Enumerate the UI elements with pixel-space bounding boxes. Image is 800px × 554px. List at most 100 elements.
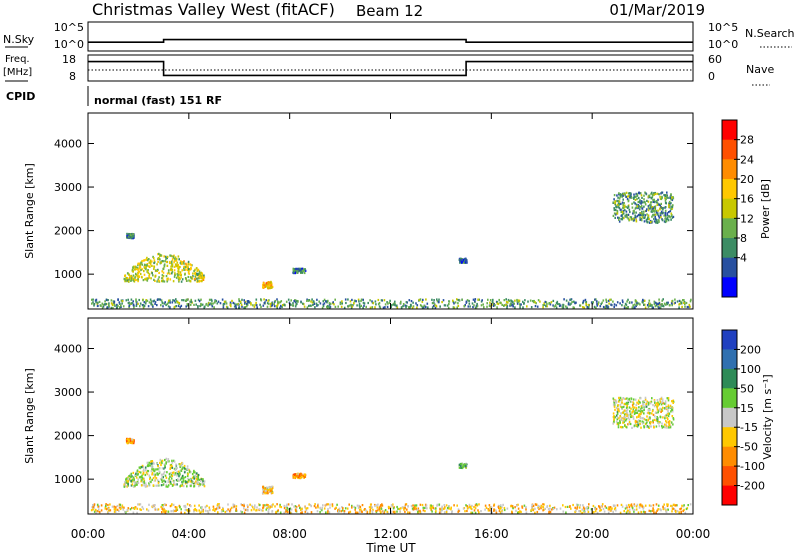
heatmap-cell	[122, 508, 125, 511]
heatmap-cell	[187, 262, 190, 265]
heatmap-cell	[650, 210, 653, 213]
heatmap-cell	[522, 306, 524, 309]
heatmap-cell	[275, 510, 277, 514]
heatmap-cell	[464, 463, 467, 466]
heatmap-cell	[642, 212, 645, 216]
heatmap-cell	[661, 425, 663, 428]
heatmap-cell	[206, 510, 209, 513]
heatmap-cell	[657, 403, 659, 406]
heatmap-cell	[134, 506, 136, 509]
heatmap-cell	[361, 504, 364, 507]
heatmap-cell	[637, 213, 640, 216]
heatmap-cell	[230, 305, 232, 308]
heatmap-cell	[140, 476, 143, 479]
heatmap-cell	[198, 509, 200, 512]
heatmap-cell	[408, 511, 411, 514]
heatmap-cell	[306, 511, 309, 514]
heatmap-cell	[637, 206, 639, 210]
heatmap-cell	[424, 505, 427, 508]
heatmap-cell	[135, 483, 138, 486]
heatmap-cell	[197, 279, 199, 282]
heatmap-cell	[514, 306, 516, 309]
heatmap-cell	[200, 478, 203, 481]
heatmap-cell	[585, 304, 588, 307]
heatmap-cell	[635, 407, 638, 410]
colorbar-tick-label: 24	[740, 153, 754, 166]
heatmap-cell	[573, 300, 575, 303]
heatmap-cell	[671, 302, 673, 305]
heatmap-cell	[458, 466, 461, 469]
heatmap-cell	[491, 303, 493, 306]
heatmap-cell	[270, 485, 273, 489]
heatmap-cell	[138, 275, 140, 278]
heatmap-cell	[639, 213, 642, 216]
heatmap-cell	[297, 473, 299, 476]
heatmap-cell	[372, 302, 375, 305]
heatmap-cell	[514, 299, 516, 302]
heatmap-cell	[265, 489, 267, 492]
heatmap-cell	[624, 419, 627, 422]
heatmap-cell	[163, 472, 165, 475]
heatmap-cell	[336, 503, 338, 506]
heatmap-cell	[322, 305, 325, 308]
heatmap-cell	[95, 301, 97, 304]
heatmap-cell	[264, 492, 266, 495]
heatmap-cell	[126, 442, 129, 445]
heatmap-cell	[616, 416, 619, 419]
heatmap-cell	[621, 505, 624, 508]
heatmap-cell	[656, 302, 658, 306]
heatmap-cell	[613, 198, 615, 201]
heatmap-cell	[671, 216, 674, 219]
heatmap-cell	[184, 505, 187, 509]
heatmap-cell	[641, 406, 643, 409]
heatmap-region	[90, 503, 692, 514]
heatmap-cell	[351, 506, 353, 509]
heatmap-cell	[523, 504, 526, 507]
heatmap-cell	[253, 506, 256, 509]
heatmap-cell	[161, 478, 163, 481]
heatmap-cell	[157, 508, 160, 511]
heatmap-cell	[145, 278, 148, 281]
heatmap-cell	[268, 489, 270, 492]
heatmap-cell	[194, 268, 196, 271]
heatmap-cell	[511, 511, 513, 514]
heatmap-cell	[415, 302, 417, 305]
heatmap-cell	[626, 401, 628, 404]
heatmap-cell	[160, 463, 162, 467]
heatmap-cell	[639, 397, 642, 400]
heatmap-cell	[666, 217, 669, 221]
heatmap-cell	[202, 278, 205, 281]
heatmap-cell	[671, 505, 673, 508]
heatmap-cell	[605, 298, 607, 301]
heatmap-cell	[134, 474, 136, 477]
heatmap-cell	[203, 483, 205, 486]
heatmap-cell	[396, 306, 399, 309]
heatmap-cell	[473, 509, 476, 512]
heatmap-cell	[196, 475, 198, 478]
heatmap-cell	[430, 504, 432, 507]
heatmap-cell	[125, 481, 128, 484]
heatmap-cell	[669, 196, 671, 199]
heatmap-cell	[667, 399, 670, 402]
heatmap-cell	[130, 279, 132, 282]
heatmap-cell	[127, 298, 129, 301]
heatmap-cell	[165, 275, 168, 278]
heatmap-cell	[658, 193, 660, 196]
heatmap-cell	[166, 471, 168, 474]
heatmap-cell	[178, 258, 180, 261]
heatmap-cell	[233, 505, 235, 508]
heatmap-cell	[623, 305, 626, 308]
heatmap-cell	[615, 206, 617, 209]
heatmap-cell	[183, 471, 186, 474]
heatmap-cell	[487, 508, 490, 511]
heatmap-cell	[167, 460, 169, 463]
heatmap-cell	[615, 414, 618, 417]
heatmap-cell	[462, 465, 465, 468]
heatmap-cell	[279, 503, 281, 506]
heatmap-cell	[537, 504, 539, 507]
heatmap-cell	[193, 482, 196, 485]
heatmap-cell	[641, 410, 644, 413]
heatmap-cell	[301, 507, 303, 510]
heatmap-cell	[152, 504, 154, 507]
heatmap-cell	[152, 469, 155, 472]
